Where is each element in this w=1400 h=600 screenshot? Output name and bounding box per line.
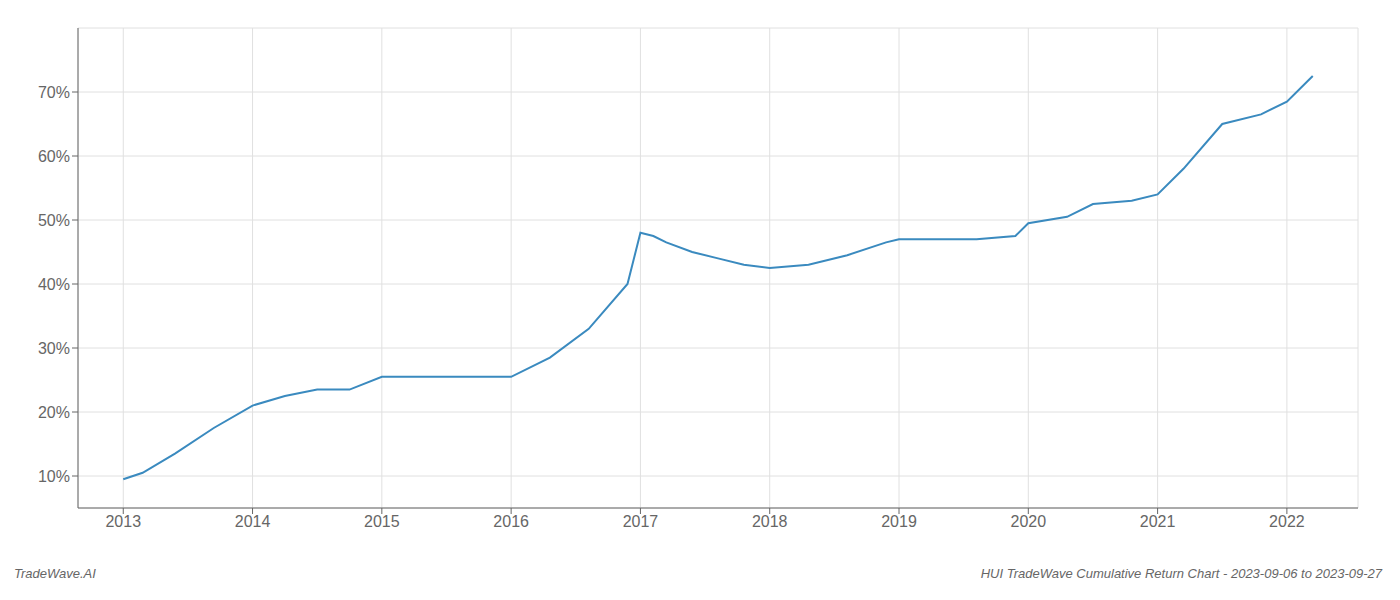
svg-text:2020: 2020 (1011, 513, 1047, 530)
svg-text:2021: 2021 (1140, 513, 1176, 530)
svg-text:10%: 10% (38, 468, 70, 485)
svg-text:2019: 2019 (881, 513, 917, 530)
svg-text:2022: 2022 (1269, 513, 1305, 530)
svg-text:2013: 2013 (105, 513, 141, 530)
svg-text:2015: 2015 (364, 513, 400, 530)
svg-text:2014: 2014 (235, 513, 271, 530)
svg-text:2017: 2017 (623, 513, 659, 530)
svg-text:60%: 60% (38, 148, 70, 165)
svg-text:30%: 30% (38, 340, 70, 357)
svg-text:40%: 40% (38, 276, 70, 293)
svg-text:20%: 20% (38, 404, 70, 421)
svg-text:2018: 2018 (752, 513, 788, 530)
svg-text:50%: 50% (38, 212, 70, 229)
svg-text:70%: 70% (38, 84, 70, 101)
html-text:HUI TradeWave Cumulative Retur: HUI TradeWave Cumulative Return Chart - … (980, 565, 1382, 581)
html-text:TradeWave.AI: TradeWave.AI (14, 565, 96, 581)
svg-text:2016: 2016 (493, 513, 529, 530)
